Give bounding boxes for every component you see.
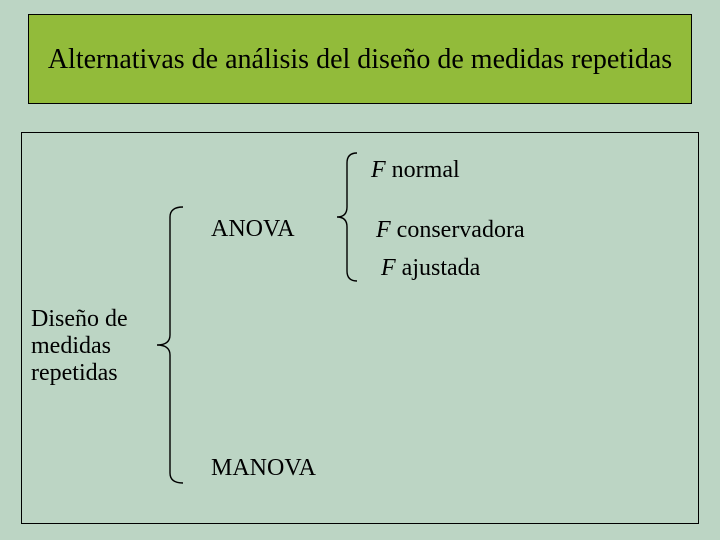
manova-label: MANOVA [211,455,316,482]
root-label-line2: medidas [31,333,111,359]
f-normal-rest: normal [386,157,460,183]
f-conservadora-label: F conservadora [376,217,525,244]
root-label-line3: repetidas [31,360,118,386]
f-ajustada-label: F ajustada [381,255,480,282]
body-panel: Diseño de medidas repetidas ANOVA MANOVA… [21,132,699,524]
root-label: Diseño de medidas repetidas [31,306,128,387]
anova-label: ANOVA [211,216,295,243]
brace-large [157,207,183,483]
f-normal-italic: F [371,157,386,183]
brace-small [337,153,357,281]
f-ajustada-rest: ajustada [396,255,481,281]
f-normal-label: F normal [371,157,460,184]
slide: Alternativas de análisis del diseño de m… [0,0,720,540]
f-conservadora-rest: conservadora [391,217,525,243]
f-ajustada-italic: F [381,255,396,281]
root-label-line1: Diseño de [31,306,128,332]
f-conservadora-italic: F [376,217,391,243]
slide-title: Alternativas de análisis del diseño de m… [48,42,672,77]
title-box: Alternativas de análisis del diseño de m… [28,14,692,104]
